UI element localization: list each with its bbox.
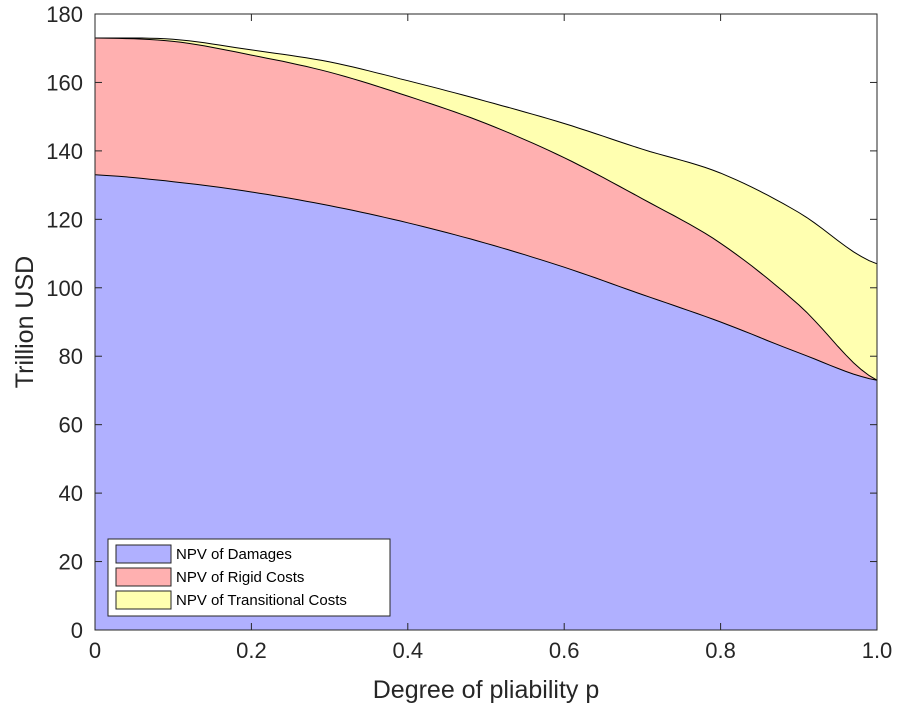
y-tick-label: 40: [59, 481, 83, 506]
boundary-line-npv-of-transitional-costs: [95, 37, 878, 265]
boundary-line-npv-of-damages: [94, 174, 878, 381]
area-npv-of-damages: [95, 174, 877, 631]
y-tick-label: 0: [71, 618, 83, 643]
y-tick-label: 60: [59, 413, 83, 438]
y-tick-label: 180: [46, 2, 83, 27]
axis-ticks: [94, 13, 878, 631]
x-tick-label: 0.4: [393, 638, 424, 663]
x-tick-label: 0.8: [705, 638, 736, 663]
y-tick-label: 160: [46, 70, 83, 95]
legend-swatch: [115, 590, 172, 610]
legend-label: NPV of Damages: [176, 546, 292, 563]
legend-swatch: [115, 544, 172, 564]
area-npv-of-rigid-costs: [95, 38, 877, 381]
area-npv-of-transitional-costs: [95, 38, 877, 381]
legend: NPV of Damages NPV of Rigid Costs NPV of T…: [107, 538, 391, 617]
axis-tick-labels: 0 0.2 0.4 0.6 0.8 1.0 0 20 40 60 80 100 120 140 160 180: [46, 2, 892, 663]
plot-frame: [94, 13, 878, 631]
area-layers: [95, 38, 877, 631]
boundary-line-npv-of-rigid-costs: [94, 37, 878, 381]
series-boundary-lines: [94, 37, 878, 381]
y-tick-label: 140: [46, 139, 83, 164]
legend-label: NPV of Transitional Costs: [176, 592, 347, 609]
x-tick-label: 0.6: [549, 638, 580, 663]
x-axis-label: Degree of pliability p: [373, 676, 600, 704]
legend-swatch: [115, 567, 172, 587]
y-tick-label: 100: [46, 276, 83, 301]
legend-label: NPV of Rigid Costs: [176, 569, 304, 586]
x-tick-label: 0.2: [236, 638, 267, 663]
x-tick-label: 1.0: [862, 638, 893, 663]
y-tick-label: 20: [59, 550, 83, 575]
y-tick-label: 120: [46, 207, 83, 232]
y-tick-label: 80: [59, 344, 83, 369]
y-axis-label: Trillion USD: [11, 256, 39, 388]
x-tick-label: 0: [89, 638, 101, 663]
